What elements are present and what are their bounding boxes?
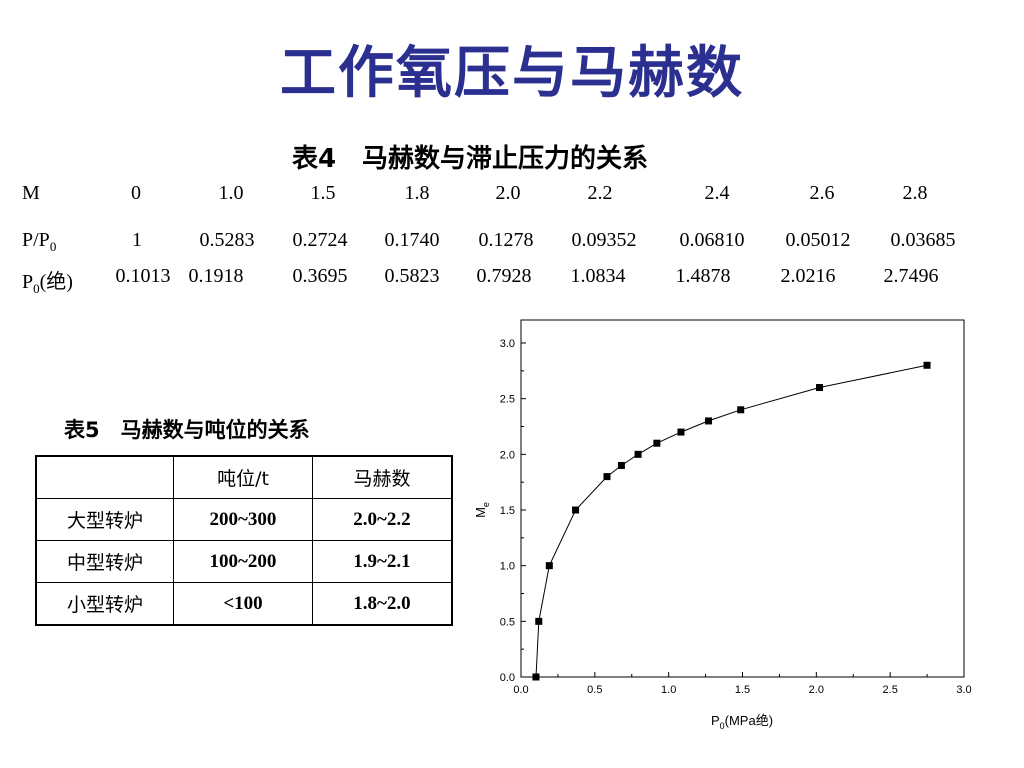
table4-cell: 2.7496 [883,265,939,287]
table4-row-label-m: M [22,182,40,204]
table4-caption: 表4 马赫数与滞止压力的关系 [291,144,649,174]
y-tick-label: 1.5 [500,505,515,517]
table4-cell: 1 [132,229,142,251]
table4-cell: 2.6 [809,182,835,204]
data-point [603,473,611,481]
table4-cell: 0.09352 [571,229,637,251]
table5-cell: 100~200 [173,540,313,583]
table4-cell: 2.8 [902,182,928,204]
table4-cell: 0 [131,182,141,204]
table4-cell: 1.0834 [570,265,626,287]
table5-cell: 200~300 [173,498,313,541]
data-points [532,361,931,681]
table-row: 中型转炉 100~200 1.9~2.1 [35,540,453,583]
table5-header-cell: 马赫数 [312,455,453,499]
table4-cell: 2.0216 [780,265,836,287]
x-axis-label: P0(MPa绝) [711,713,773,731]
data-point [634,450,642,458]
y-tick-label: 2.0 [500,449,515,461]
table5-header-row: 吨位/t 马赫数 [35,455,453,499]
data-point [617,461,625,469]
table4-cell: 0.05012 [785,229,851,251]
data-point [816,384,824,392]
y-tick-label: 1.0 [500,561,515,573]
table5-cell: <100 [173,582,313,626]
x-tick-label: 2.5 [883,684,898,696]
table4-cell: 2.4 [704,182,730,204]
table4-row-label-p0: P0(绝) [22,271,73,296]
y-axis-label: Me [473,502,491,518]
series-line [535,364,928,678]
table-row: 小型转炉 <100 1.8~2.0 [35,582,453,626]
table4-cell: 0.5283 [199,229,255,251]
table4-cell: 0.03685 [890,229,956,251]
plot-frame [520,319,965,678]
axis-ticks: 0.0 0.5 1.0 1.5 2.0 2.5 3.0 0.0 0.5 1.0 1.5 2.0 2.5 3… [500,338,972,696]
table4-cell: 0.1918 [188,265,244,287]
data-point [705,417,713,425]
data-point [737,406,745,414]
table5-caption: 表5 马赫数与吨位的关系 [64,418,310,442]
table4-cell: 0.06810 [679,229,745,251]
data-point [923,361,931,369]
table4-cell: 0.5823 [384,265,440,287]
table5-cell: 2.0~2.2 [312,498,453,541]
table4-cell: 1.0 [218,182,244,204]
table4-cell: 1.5 [310,182,336,204]
data-point [535,617,543,625]
table4-cell: 0.1740 [384,229,440,251]
table4-row-label-ratio: P/P0 [22,229,57,254]
table5-cell: 1.8~2.0 [312,582,453,626]
table5-cell: 小型转炉 [35,582,174,626]
x-tick-label: 3.0 [956,684,971,696]
slide-title: 工作氧压与马赫数 [280,41,744,106]
y-tick-label: 2.5 [500,394,515,406]
table5-header-cell [35,455,174,499]
table-row: 大型转炉 200~300 2.0~2.2 [35,498,453,541]
table5-header-cell: 吨位/t [173,455,313,499]
table4-cell: 0.3695 [292,265,348,287]
table5-cell: 1.9~2.1 [312,540,453,583]
x-tick-label: 0.5 [587,684,602,696]
table5-cell: 中型转炉 [35,540,174,583]
table4-cell: 0.1013 [115,265,171,287]
x-tick-label: 0.0 [513,684,528,696]
table4-cell: 0.2724 [292,229,348,251]
mach-pressure-chart: 0.0 0.5 1.0 1.5 2.0 2.5 3.0 0.0 0.5 1.0 1.5 2.0 2.5 3… [473,319,972,731]
data-point [545,562,553,570]
table4-cell: 1.4878 [675,265,731,287]
data-point [653,439,661,447]
x-tick-label: 1.0 [661,684,676,696]
table5: 吨位/t 马赫数 大型转炉 200~300 2.0~2.2 中型转炉 100~2… [35,455,453,626]
table5-cell: 大型转炉 [35,498,174,541]
table4-cell: 2.2 [587,182,613,204]
data-point [572,506,580,514]
y-tick-label: 3.0 [500,338,515,350]
table4-cell: 0.7928 [476,265,532,287]
data-point [532,673,540,681]
table4-cell: 1.8 [404,182,430,204]
y-tick-label: 0.0 [500,672,515,684]
x-tick-label: 2.0 [809,684,824,696]
x-tick-label: 1.5 [735,684,750,696]
table4-cell: 0.1278 [478,229,534,251]
table4-cell: 2.0 [495,182,521,204]
data-point [677,428,685,436]
y-tick-label: 0.5 [500,616,515,628]
